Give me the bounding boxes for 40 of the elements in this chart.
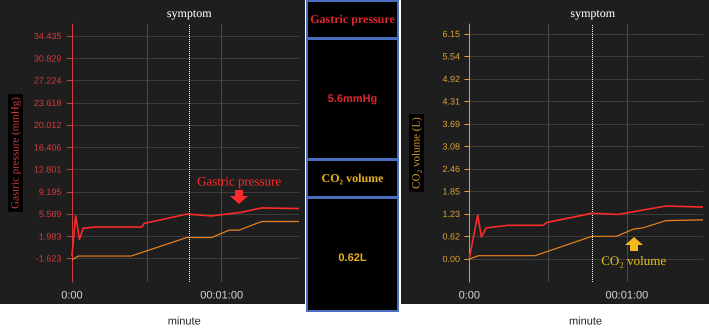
y-tick-label: 16.406 (34, 142, 62, 152)
y-axis-title: CO₂ volume (L) (410, 116, 422, 189)
x-tick-label: 0:00 (458, 290, 480, 302)
y-tick-label: 5.589 (38, 209, 62, 220)
y-tick-label: 4.92 (442, 74, 460, 84)
y-tick-label: 1.983 (38, 231, 62, 242)
y-tick-label: 2.46 (442, 164, 460, 174)
x-axis-title: minute (168, 316, 201, 328)
y-tick-label: -1.623 (36, 254, 62, 264)
annotation: Gastric pressure (197, 173, 282, 188)
x-tick-label: 00:01:00 (605, 290, 648, 302)
line-series (71, 207, 300, 257)
y-tick-label: 9.195 (38, 186, 62, 197)
y-tick-label: 0.62 (442, 231, 460, 242)
x-tick-label: 00:01:00 (200, 290, 244, 302)
y-tick-label: 34.435 (34, 31, 62, 42)
y-tick-label: 5.54 (442, 52, 460, 62)
y-tick-label: 12.801 (34, 164, 62, 175)
y-tick-label: 4.31 (442, 96, 460, 106)
y-tick-label: 27.224 (34, 76, 62, 86)
line-series (71, 220, 300, 260)
text: Gastric pressure (308, 2, 397, 40)
y-tick-label: 6.15 (442, 29, 460, 40)
y-tick-label: 1.23 (442, 209, 460, 220)
ref-line-label: symptom (570, 6, 616, 20)
y-tick-label: 20.012 (34, 120, 62, 130)
x-axis-title: minute (568, 316, 602, 328)
ref-line-label: symptom (166, 6, 212, 20)
text: 5.6mmHg (308, 40, 397, 161)
y-tick-label: 0.00 (442, 254, 460, 264)
y-tick-label: 30.829 (34, 53, 62, 64)
text: CO₂ volume (308, 161, 397, 199)
y-tick-label: 1.85 (442, 186, 460, 196)
x-tick-label: 0:00 (61, 290, 83, 302)
y-axis-title: Gastric pressure (mmHg) (10, 96, 22, 209)
annotation: CO₂ volume (601, 253, 666, 268)
y-tick-label: 3.08 (442, 141, 460, 152)
y-tick-label: 23.618 (34, 98, 62, 108)
text: 0.62L (337, 251, 368, 266)
y-tick-label: 3.69 (442, 119, 460, 130)
